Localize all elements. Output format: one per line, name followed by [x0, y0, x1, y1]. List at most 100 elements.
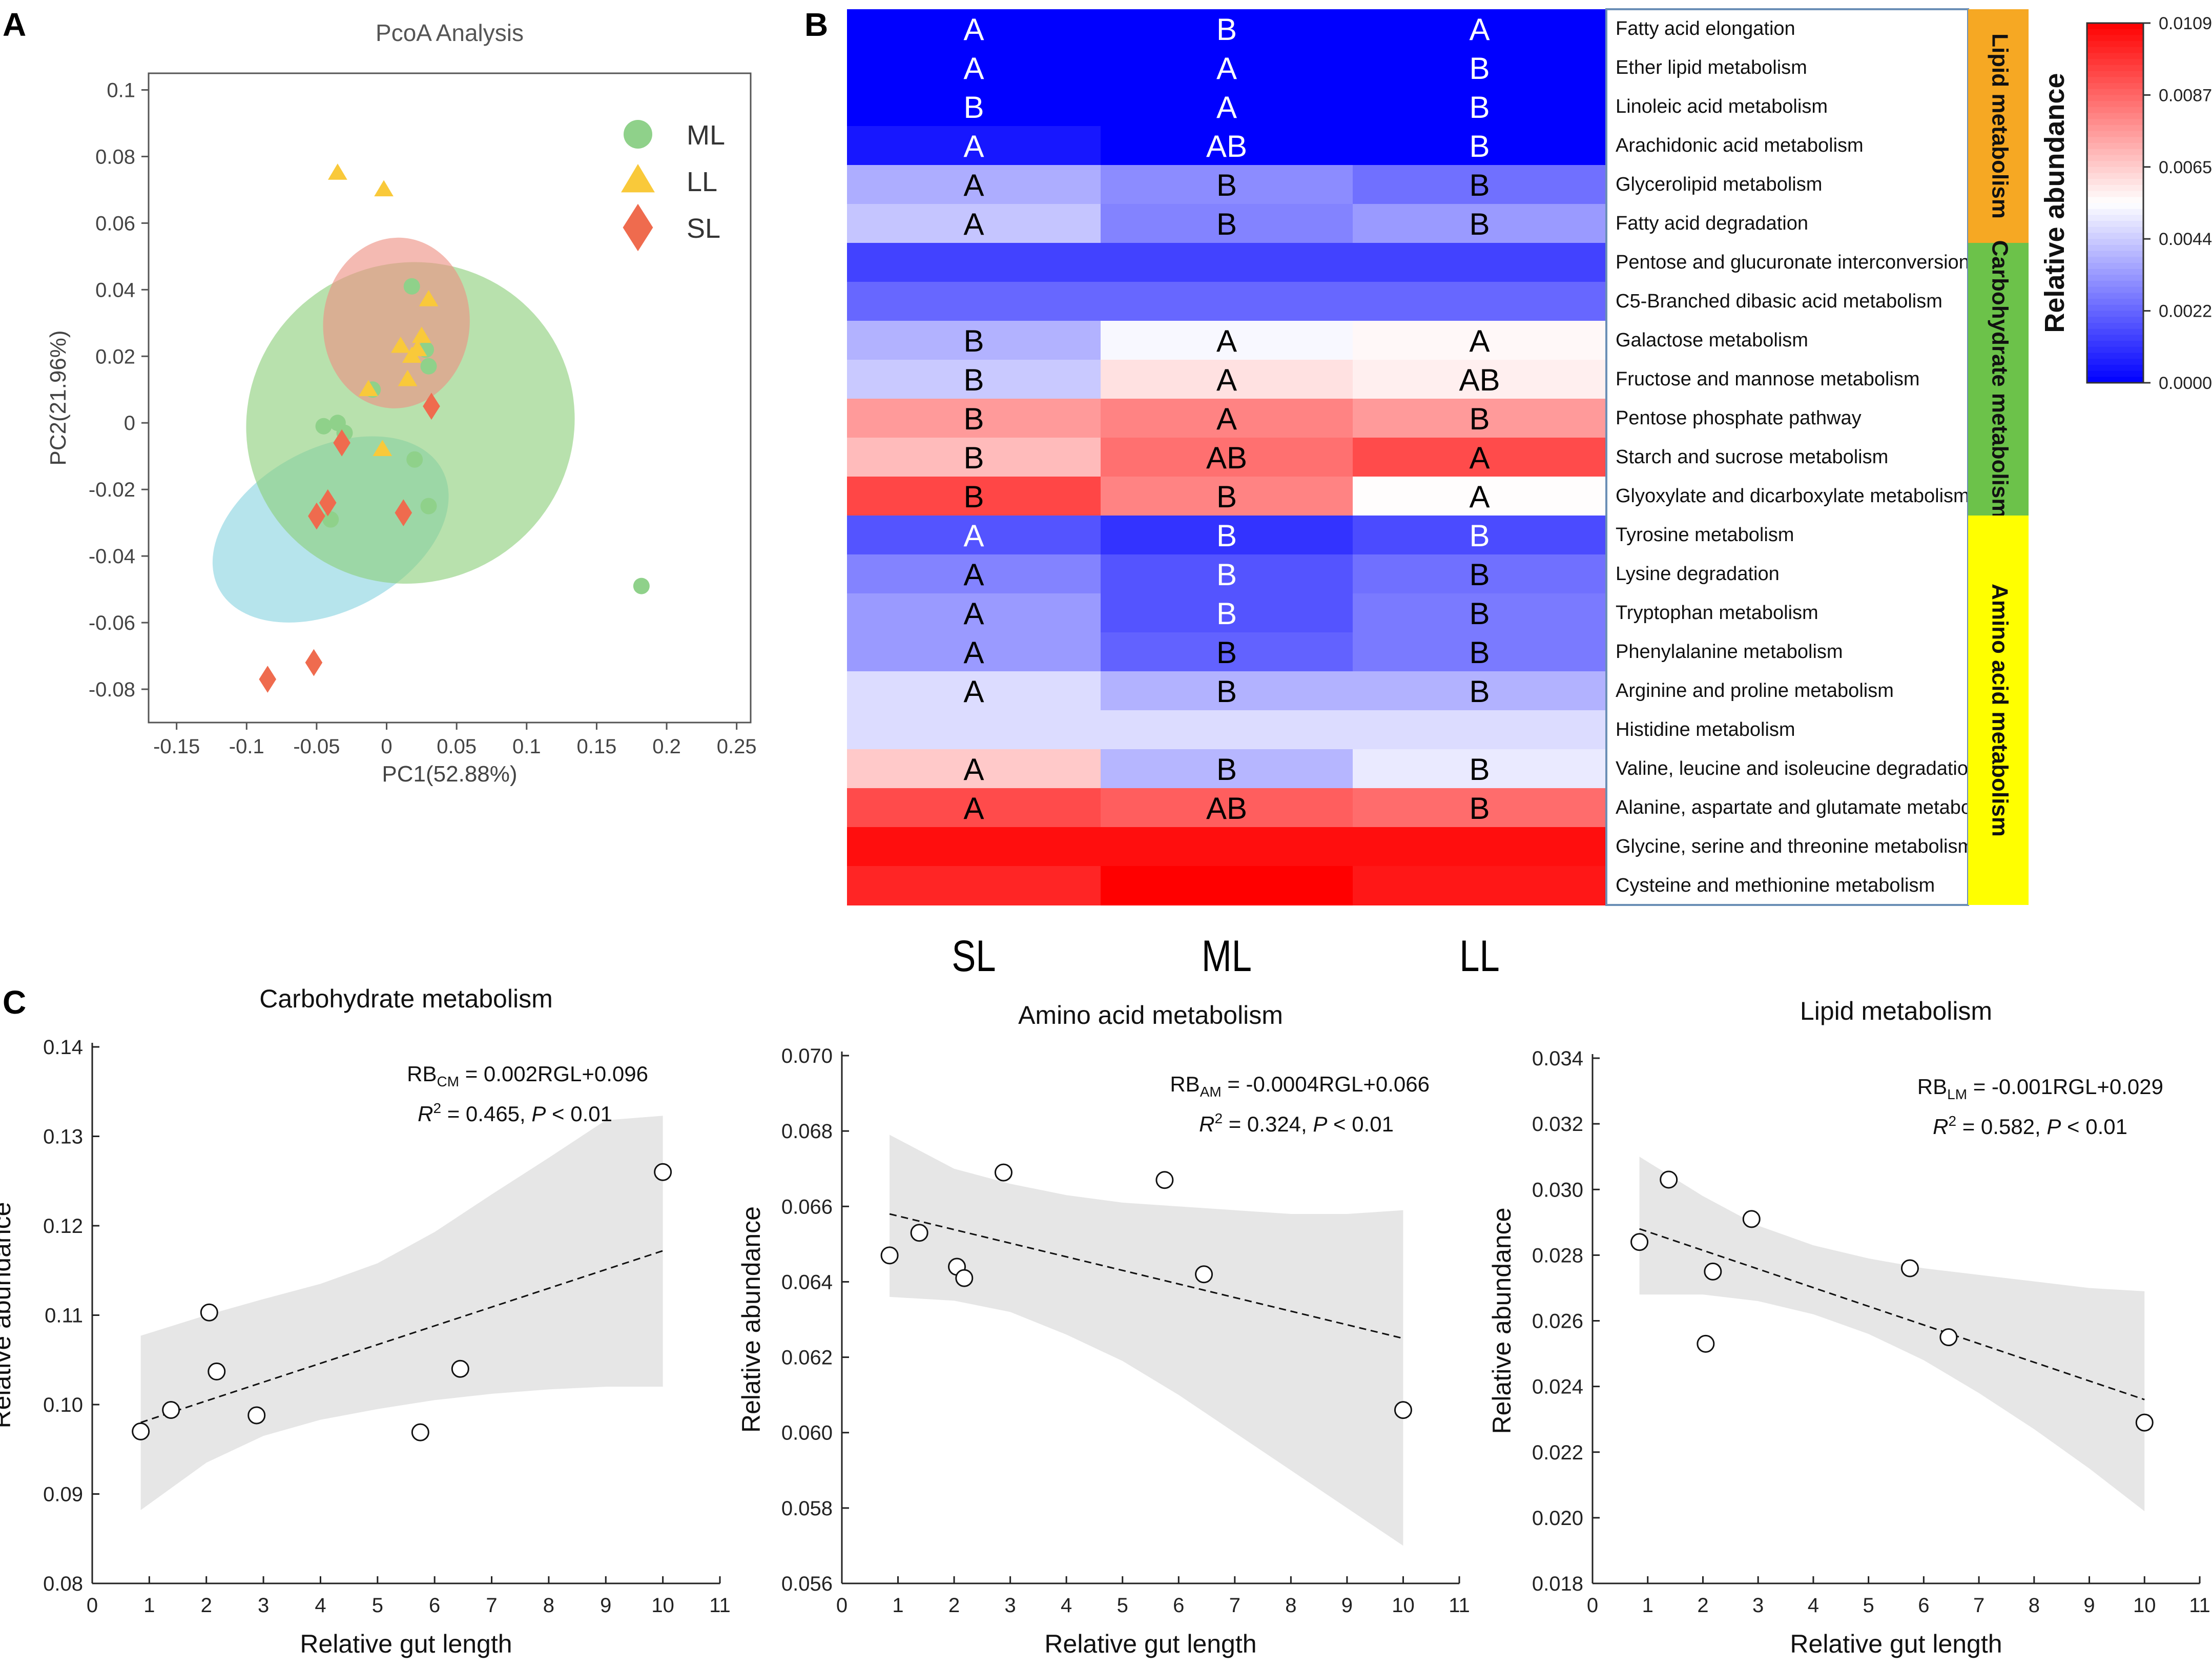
heatmap-cell [1353, 165, 1607, 204]
heatmap-cell [1353, 360, 1607, 399]
colorbar-segment [2087, 226, 2143, 234]
data-point-ml [322, 511, 339, 528]
x-tick-label: 2 [1697, 1594, 1708, 1617]
regression-statistics: R2 = 0.465, P < 0.01 [418, 1100, 612, 1126]
colorbar-segment [2087, 209, 2143, 216]
r-symbol: R [418, 1102, 433, 1126]
colorbar-segment [2087, 275, 2143, 282]
data-point [132, 1422, 150, 1440]
lipid-regression-plot: 0 1 2 3 4 5 6 7 8 9 10 11 0.018 0.020 0.022 0.024 0.026 0… [1487, 997, 2210, 1658]
heatmap-cell [1353, 243, 1607, 282]
x-tick-label: 0.15 [576, 735, 616, 758]
significance-letter: A [963, 51, 984, 86]
significance-letter: A [1216, 324, 1237, 358]
x-tick-label: -0.15 [153, 735, 200, 758]
regression-line [1639, 1228, 2145, 1400]
significance-letter: AB [1206, 791, 1247, 826]
data-point [1939, 1328, 1958, 1347]
pathway-label: Histidine metabolism [1616, 719, 1795, 740]
colorbar-segment [2087, 35, 2143, 42]
heatmap-cell [1353, 87, 1607, 127]
colorbar-segment [2087, 59, 2143, 66]
x-tick-label: 0.1 [512, 735, 541, 758]
colorbar-label: Relative abundance [2039, 73, 2070, 333]
heatmap-cell [1353, 282, 1607, 321]
data-point [1394, 1401, 1412, 1419]
y-tick-label: 0.060 [781, 1422, 833, 1445]
data-point-sl [305, 649, 323, 676]
pathway-label: Cysteine and methionine metabolism [1616, 875, 1935, 896]
r2-value: = 0.465, [441, 1102, 531, 1126]
heatmap-cell [847, 866, 1101, 905]
heatmap-cell [1101, 554, 1353, 594]
x-tick-label: 6 [1173, 1594, 1184, 1617]
colorbar-segment [2087, 335, 2143, 342]
legend-marker-sl [623, 203, 653, 252]
regression-equation: RBAM = -0.0004RGL+0.066 [1170, 1072, 1430, 1100]
data-point [451, 1359, 469, 1378]
heatmap-cell [847, 477, 1101, 516]
significance-letter: AB [1459, 363, 1500, 397]
colorbar-segment [2087, 328, 2143, 336]
data-point [200, 1303, 218, 1322]
equation-subscript: CM [437, 1074, 459, 1089]
data-point-ll [402, 346, 422, 363]
heatmap-cell [847, 282, 1101, 321]
x-tick-label: 1 [1642, 1594, 1653, 1617]
significance-letter: A [1469, 12, 1490, 47]
x-tick-label: 5 [372, 1594, 383, 1617]
significance-letter: A [963, 635, 984, 670]
x-tick-label: 11 [1449, 1594, 1470, 1617]
panel-label-b: B [804, 6, 828, 43]
chart-title: Carbohydrate metabolism [259, 984, 553, 1013]
significance-letter: A [1469, 324, 1490, 358]
heatmap-cell [1101, 360, 1353, 399]
colorbar-segment [2087, 359, 2143, 365]
colorbar-segment [2087, 286, 2143, 294]
data-point [411, 1423, 429, 1441]
colorbar-segment [2087, 341, 2143, 347]
colorbar-segment [2087, 167, 2143, 174]
data-point [1704, 1262, 1722, 1281]
x-tick-label: 10 [651, 1594, 674, 1617]
data-point-ll [419, 290, 439, 306]
y-tick-label: -0.02 [89, 479, 135, 501]
heatmap-cell [847, 243, 1101, 282]
data-point [1742, 1210, 1761, 1228]
significance-letter: A [963, 168, 984, 202]
confidence-band [140, 1116, 663, 1510]
confidence-band [1639, 1157, 2145, 1512]
data-point [247, 1406, 266, 1425]
significance-letter: A [963, 596, 984, 631]
significance-letter: B [1469, 791, 1490, 826]
significance-letter: AB [1206, 129, 1247, 163]
heatmap-cell [1101, 477, 1353, 516]
equation-subscript: AM [1200, 1084, 1222, 1100]
significance-letter: B [1216, 596, 1237, 631]
heatmap-cell [1101, 788, 1353, 828]
colorbar-segment [2087, 95, 2143, 102]
x-tick-label: 6 [429, 1594, 440, 1617]
significance-letter: B [1469, 674, 1490, 709]
x-tick-label: 0 [836, 1594, 847, 1617]
x-tick-label: 1 [143, 1594, 155, 1617]
colorbar-tick-label: 0.0022 [2159, 302, 2212, 321]
chart-title: Lipid metabolism [1800, 997, 1992, 1025]
data-point [1900, 1259, 1919, 1277]
data-point [880, 1246, 899, 1265]
significance-letter: A [963, 791, 984, 826]
data-point-ml [633, 578, 650, 594]
y-tick-label: 0.06 [95, 212, 135, 235]
heatmap-cell [847, 204, 1101, 243]
significance-letter: A [1216, 402, 1237, 436]
y-tick-label: 0.08 [43, 1573, 83, 1595]
y-tick-label: 0.024 [1532, 1376, 1583, 1398]
heatmap-cell [1353, 866, 1607, 905]
colorbar-segment [2087, 77, 2143, 84]
x-tick-label: 3 [258, 1594, 269, 1617]
data-point [1697, 1334, 1715, 1353]
heatmap-cell [847, 87, 1101, 127]
x-tick-label: -0.05 [293, 735, 340, 758]
heatmap-cell [1353, 126, 1607, 166]
colorbar-segment [2087, 107, 2143, 114]
